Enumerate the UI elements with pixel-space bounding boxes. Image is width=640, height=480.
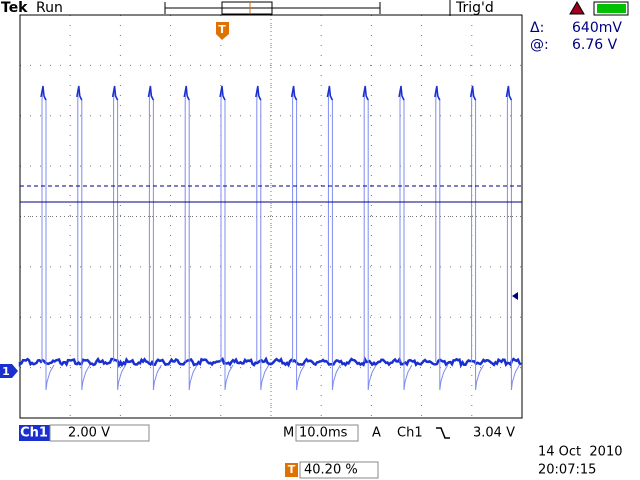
timebase-label: M — [283, 426, 294, 441]
date: 14 Oct 2010 — [538, 445, 623, 460]
trigger-marker — [216, 22, 229, 40]
pulse-top — [326, 85, 334, 101]
pulse-top — [255, 85, 262, 101]
trigger-level-marker — [512, 292, 518, 300]
trigger-level: 3.04 V — [473, 426, 515, 441]
at-value: 6.76 V — [572, 37, 618, 53]
trigger-mode: A — [372, 426, 381, 441]
graticule — [20, 15, 522, 418]
scale-box — [49, 424, 150, 442]
channel: Ch1 — [20, 426, 48, 441]
channel-marker-label: 1 — [2, 365, 10, 378]
pulse-top — [398, 85, 405, 101]
channel-badge — [19, 425, 50, 441]
pulse-top — [147, 85, 155, 101]
pulse-top — [290, 85, 298, 101]
channel-marker — [0, 364, 18, 378]
pulse-top — [469, 85, 477, 101]
pulse-top — [219, 85, 226, 101]
battery-level — [597, 4, 626, 13]
delta-label: Δ: — [530, 20, 544, 36]
record-window — [221, 1, 273, 15]
pulse-top — [183, 85, 190, 101]
warning-icon — [569, 1, 585, 15]
timebase-box — [295, 424, 359, 442]
pulse-top — [76, 85, 83, 101]
pulse-top — [362, 85, 369, 101]
trigger-source: Ch1 — [397, 426, 423, 441]
vertical-scale: 2.00 V — [68, 426, 110, 441]
waveform-baseline — [18, 356, 522, 369]
graticule-frame — [19, 14, 523, 419]
timebase: 10.0ms — [299, 426, 348, 441]
waveform — [18, 85, 522, 391]
trigger-state: Trig'd — [455, 0, 494, 16]
at-label: @: — [530, 37, 549, 53]
slope-icon — [436, 427, 450, 439]
time: 20:07:15 — [538, 463, 596, 478]
pulse-top — [434, 85, 441, 101]
trigger-position-box — [299, 461, 379, 479]
brand: Tek — [1, 0, 28, 16]
pulse-top — [111, 85, 119, 101]
trigger-position-icon-label: T — [288, 463, 296, 476]
delta-value: 640mV — [572, 20, 622, 36]
pulse-top — [505, 85, 513, 101]
trigger-marker-label: T — [218, 23, 226, 36]
pulse-top — [40, 85, 47, 101]
trigger-position: 40.20 % — [304, 463, 358, 478]
trigger-position-icon — [285, 463, 298, 477]
status: Run — [36, 0, 63, 16]
